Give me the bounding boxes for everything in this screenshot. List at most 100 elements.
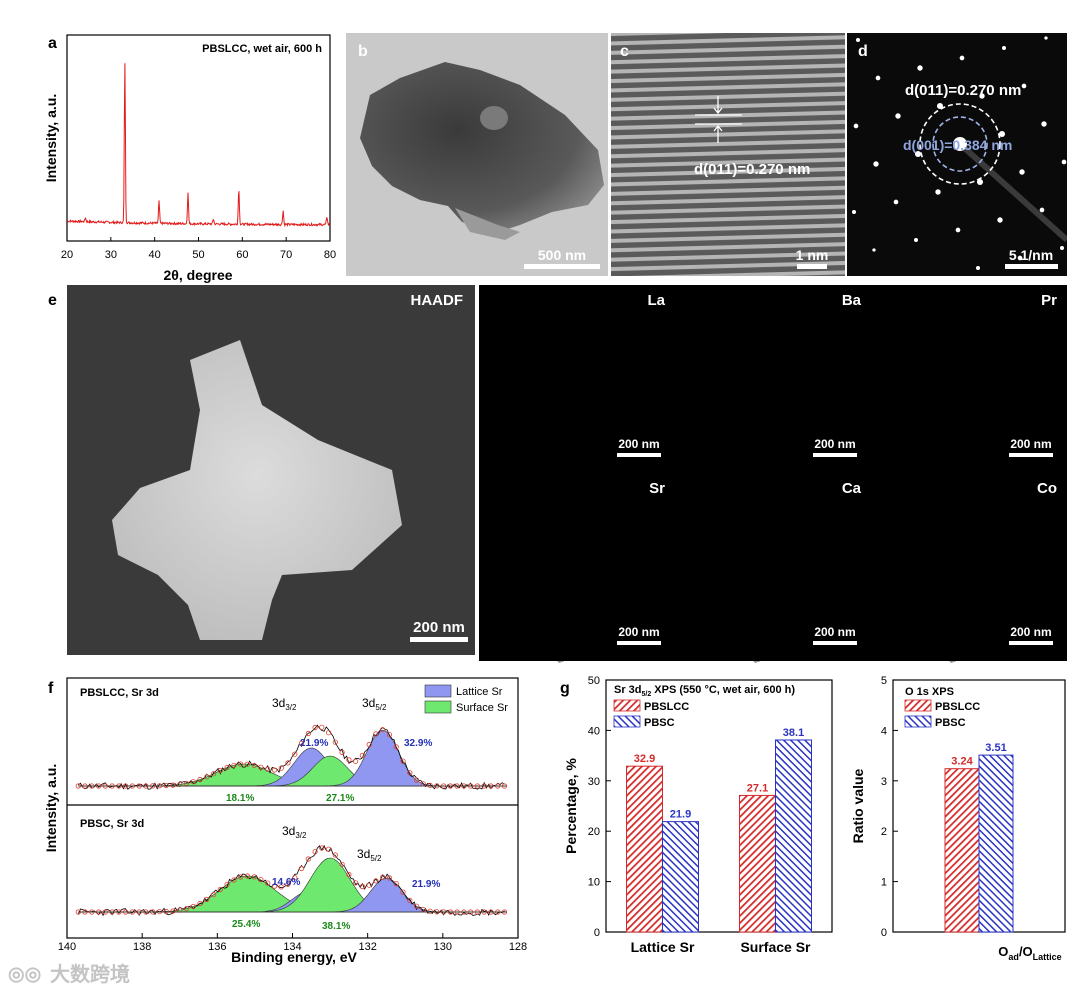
saed-spot <box>873 161 879 167</box>
xps-fit-envelope-point <box>258 876 264 883</box>
xps-bottom-peak-32: 3d3/2 <box>282 824 307 840</box>
xps-top-spectrum <box>75 724 508 790</box>
xrd-tick-label: 60 <box>236 249 248 261</box>
saed-label-011: d(011)=0.270 nm <box>905 82 1021 99</box>
eds-map-ba: Ba 200 nm <box>675 285 871 475</box>
legend-label: PBSLCC <box>644 701 689 713</box>
y-tick-label: 2 <box>881 826 887 838</box>
xps-fit-envelope-point <box>393 744 399 750</box>
saed-spot <box>998 130 1006 138</box>
saed-spot <box>914 238 918 242</box>
xps-bottom-pct-surface-52: 38.1% <box>322 921 350 932</box>
legend-swatch <box>904 715 932 728</box>
xps-fit-envelope-point <box>413 903 420 909</box>
bar-chart-ylabel: Percentage, % <box>563 758 579 854</box>
tem-scale-bar <box>524 264 600 269</box>
panel-letter-c: c <box>620 43 629 60</box>
y-tick-label: 1 <box>881 877 887 889</box>
xrd-tick-label: 40 <box>149 249 161 261</box>
bar-chart-ylabel: Ratio value <box>850 768 866 843</box>
bar-value-label: 32.9 <box>634 753 655 765</box>
xps-fit-envelope-point <box>197 776 203 783</box>
saed-spot <box>976 178 984 186</box>
saed-central-spot <box>953 137 967 151</box>
bar-pbsc <box>775 739 812 933</box>
eds-scale-bar <box>1009 641 1053 645</box>
xps-fit-envelope-point <box>285 881 291 887</box>
bar-pbslcc <box>739 794 776 933</box>
watermark-icon: ◎◎ <box>8 964 41 985</box>
saed-spot <box>875 75 881 81</box>
eds-map-ca: Ca 200 nm <box>675 473 871 663</box>
xps-fit-envelope-point <box>319 845 325 851</box>
xps-fit-envelope-point <box>332 739 338 745</box>
xps-top-peak-52: 3d5/2 <box>362 696 387 712</box>
xps-ylabel: Intensity, a.u. <box>43 764 59 852</box>
y-tick-label: 4 <box>881 725 887 737</box>
xps-bottom-title: PBSC, Sr 3d <box>80 818 144 830</box>
xps-fit-envelope-point <box>265 766 271 772</box>
xps-top-title: PBSLCC, Sr 3d <box>80 687 159 699</box>
xps-fit-envelope-point <box>231 762 237 768</box>
eds-element-label: Ca <box>842 480 862 497</box>
xps-fit-envelope-point <box>251 874 257 880</box>
bar-category-label: Surface Sr <box>740 939 811 955</box>
xps-tick-label: 128 <box>509 941 527 953</box>
eds-element-label: La <box>647 292 665 309</box>
saed-spot <box>959 55 965 61</box>
xps-fit-envelope-point <box>407 897 413 903</box>
xps-fit-envelope-point <box>278 884 284 890</box>
xps-raw-data-line <box>78 724 505 790</box>
xps-top-pct-lattice-32: 21.9% <box>300 738 328 749</box>
panel-d-saed <box>847 33 1067 276</box>
chart2-category-label: Oad/OLattice <box>998 944 1061 962</box>
xps-fit-envelope-point <box>380 874 386 880</box>
xrd-title: PBSLCC, wet air, 600 h <box>202 43 322 55</box>
eds-map-pr: Pr 200 nm <box>871 285 1067 475</box>
panel-e-haadf <box>67 285 475 655</box>
xps-fit-envelope-point <box>231 877 237 883</box>
legend-swatch <box>613 699 641 712</box>
xps-fit-envelope-point <box>407 770 413 776</box>
xps-bottom-pct-lattice-52: 21.9% <box>412 879 440 890</box>
xps-fit-envelope-point <box>244 873 250 879</box>
xrd-tick-label: 20 <box>61 249 73 261</box>
watermark-text: 大数跨境 <box>50 962 130 986</box>
saed-spot <box>955 227 961 233</box>
eds-scale-label: 200 nm <box>1010 437 1051 451</box>
hrtem-d-spacing-label: d(011)=0.270 nm <box>694 161 810 178</box>
xps-fit-envelope-point <box>427 908 433 914</box>
xps-bottom-peak-52: 3d5/2 <box>357 847 382 863</box>
xps-fit-envelope-point <box>177 781 183 788</box>
xps-fit-envelope-point <box>190 779 196 785</box>
xps-fit-envelope-point <box>400 889 406 895</box>
saed-spot <box>895 113 901 119</box>
xps-fit-envelope-point <box>352 758 359 764</box>
bar-value-label: 27.1 <box>747 782 768 794</box>
bar-pbsc <box>978 754 1014 933</box>
hrtem-arrow-up <box>713 124 723 143</box>
xps-fit-envelope-point <box>271 767 278 773</box>
panel-a-xrd: a PBSLCC, wet air, 600 h 20 30 40 50 60 70 80 … <box>43 34 336 283</box>
xps-fit-envelope-point <box>204 774 210 780</box>
xps-fit-envelope-point <box>312 848 318 855</box>
xps-fit-envelope-point <box>359 883 365 890</box>
xps-fit-envelope-point <box>183 780 190 786</box>
saed-diffraction-spots <box>852 36 1067 270</box>
xps-fit-envelope-point <box>325 730 332 736</box>
xps-fit-envelope-point <box>292 751 298 757</box>
haadf-scale-label: 200 nm <box>413 619 465 636</box>
xps-fit-envelope-point <box>170 782 176 788</box>
legend-surface-label: Surface Sr <box>456 702 508 714</box>
xps-top-pct-surface-52: 27.1% <box>326 793 354 804</box>
xps-fit-envelope-point <box>325 846 332 852</box>
xps-fit-envelope-point <box>332 852 338 858</box>
xps-bottom-pct-surface-32: 25.4% <box>232 919 260 930</box>
xps-fit-envelope-point <box>393 880 399 887</box>
saed-scale-bar <box>1005 264 1058 269</box>
hrtem-lattice-fringes <box>611 33 845 276</box>
y-tick-label: 20 <box>588 826 600 838</box>
legend-surface-swatch <box>424 700 452 714</box>
saed-spot <box>1039 207 1045 213</box>
eds-element-label: Pr <box>1041 292 1057 309</box>
